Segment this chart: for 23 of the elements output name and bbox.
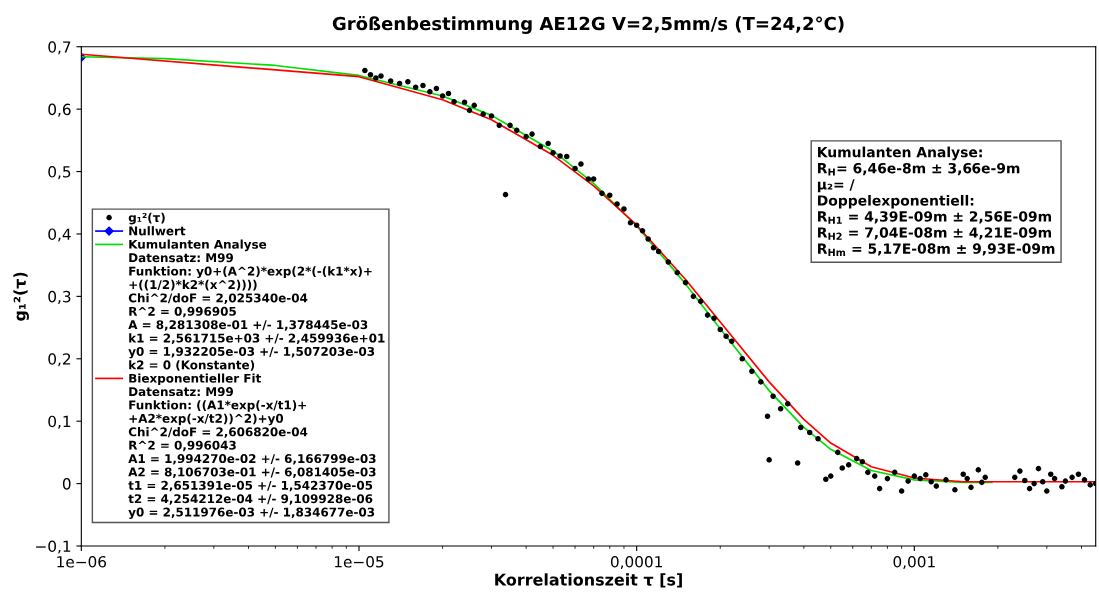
y-tick-label: 0,2: [48, 353, 71, 367]
y-tick-label: 0,7: [48, 41, 71, 55]
legend-label: g₁²(τ): [128, 212, 165, 225]
legend-label: Nullwert: [129, 226, 186, 236]
x-tick-label: 1e−05: [334, 556, 384, 568]
y-tick-label: 0,6: [48, 103, 71, 117]
x-tick-label: 1e−06: [57, 556, 107, 568]
y-tick-label: 0,3: [48, 290, 71, 304]
x-axis-title: Korrelationszeit τ [s]: [495, 573, 682, 588]
legend-label: Kumulanten Analyse: [129, 239, 267, 252]
legend-label: Biexponentieller Fit: [129, 373, 261, 386]
text: Datensatz: M99 Funktion: y0+(A^2)*exp(2*(-(k1*x)+ +((1/2)*k2*(x^2)))) Chi^2/doF = 2,025340e-04 R^2 = 0,996905 A = 8,281308e-01 +/- 1,378445e-03 k1 = 2,561715e+03 +/- 2,459936e+01 y0 = 1,932205e-03 +/- 1,507203e-03 k2 = 0 (Konstante): [128, 253, 385, 371]
y-tick-label: 0,4: [48, 228, 71, 242]
y-tick-label: 0,5: [48, 166, 71, 180]
text: Kumulanten Analyse: R$_{H}$= 6,46e-8m ± 3,66e-9m μ₂= / Doppelexponentiell: R$_{H1}$ = 4,39E-09m ± 2,56E-09m R$_{H2}$ = 7,04E-08m ± 4,21E-09m R$_{Hm}$ = 5,17E-08m ± 9,93E-09m: [817, 146, 1055, 256]
chart-title: Größenbestimmung AE12G V=2,5mm/s (T=24,2°C): [332, 16, 844, 34]
y-tick-label: −0,1: [36, 540, 71, 554]
y-axis-title: g₁²(τ): [13, 272, 29, 321]
y-tick-label: 0: [62, 478, 71, 490]
text: Datensatz: M99 Funktion: ((A1*exp(-x/t1)+ +A2*exp(-x/t2))^2)+y0 Chi^2/doF = 2,606820e-04 R^2 = 0,996043 A1 = 1,994270e-02 +/- 6,166799e-03 A2 = 8,106703e-01 +/- 6,081405e-03 t1 = 2,651391e-05 +/- 1,542370e-05 t2 = 4,254212e-04 +/- 9,109928e-06 y0 = 2,511976e-03 +/- 1,834677e-03: [128, 387, 376, 519]
y-tick-label: 0,1: [48, 415, 71, 429]
x-tick-label: 0,0001: [610, 556, 662, 570]
x-tick-label: 0,001: [893, 556, 935, 570]
